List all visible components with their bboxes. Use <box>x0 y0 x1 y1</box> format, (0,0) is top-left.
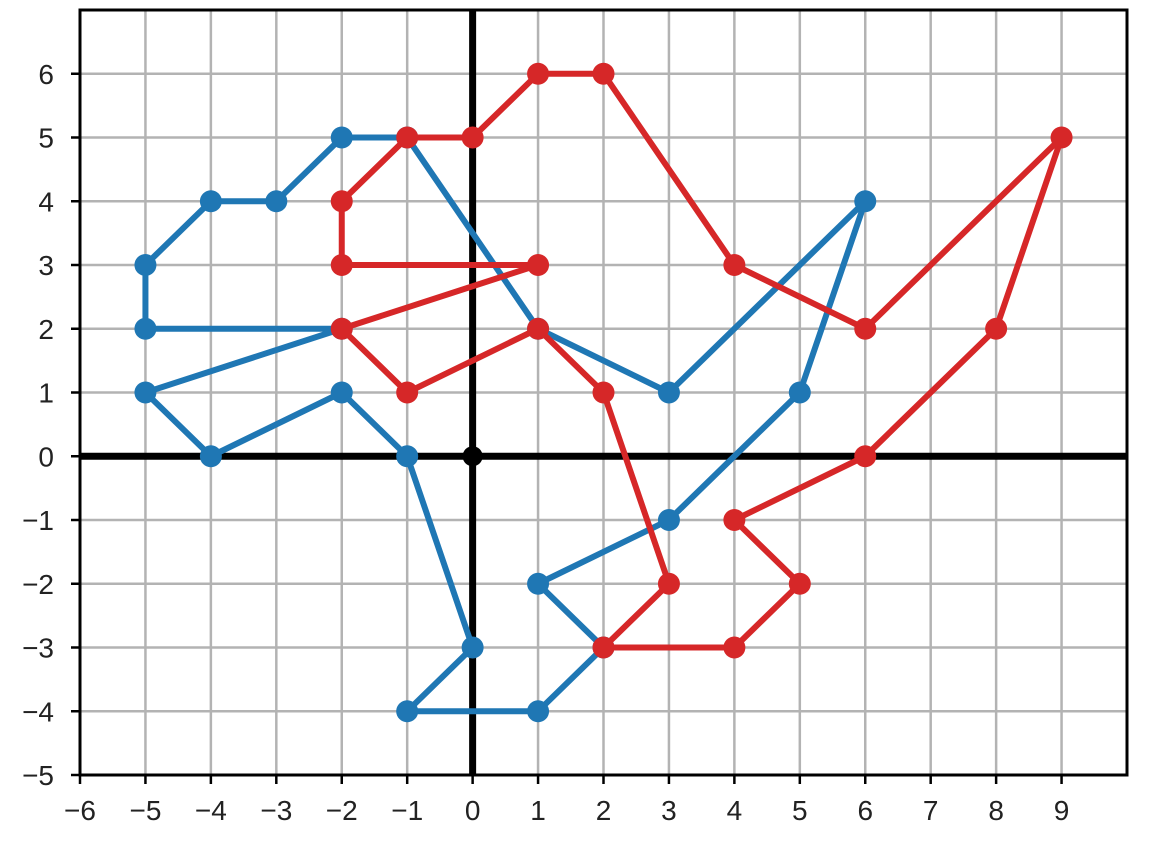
tick-labels: −6 −5 −4 −3 −2 −1 0 1 2 3 4 5 6 7 8 9 −5 −4 −3 −2 −1 0 1 2 3 4 5 6 <box>22 59 1069 826</box>
series-line <box>142 134 869 715</box>
x-tick-label: 5 <box>792 795 808 826</box>
data-point <box>461 636 484 659</box>
x-tick-label: 4 <box>727 795 743 826</box>
data-point <box>134 317 157 340</box>
data-point <box>396 445 419 468</box>
data-point <box>265 190 288 213</box>
data-point <box>723 509 746 531</box>
data-point <box>657 572 680 595</box>
y-tick-label: 2 <box>38 314 54 345</box>
x-tick-label: −2 <box>326 795 358 826</box>
data-point <box>592 636 615 659</box>
y-tick-label: −5 <box>22 760 54 791</box>
data-point <box>527 700 550 723</box>
data-point <box>396 126 419 149</box>
data-point <box>330 254 353 276</box>
x-tick-label: 8 <box>988 795 1004 826</box>
data-point <box>1050 126 1073 149</box>
series-1 <box>134 126 877 723</box>
data-point <box>788 381 811 404</box>
x-tick-label: −3 <box>260 795 292 826</box>
y-tick-label: 5 <box>38 123 54 154</box>
x-tick-label: 1 <box>530 795 546 826</box>
x-tick-label: −4 <box>195 795 227 826</box>
x-tick-label: −6 <box>64 795 96 826</box>
x-tick-label: 3 <box>661 795 677 826</box>
data-point <box>723 636 746 659</box>
x-tick-label: −5 <box>129 795 161 826</box>
x-tick-label: 7 <box>923 795 939 826</box>
x-tick-label: 0 <box>465 795 481 826</box>
series-line <box>338 70 1065 651</box>
data-point <box>330 190 353 213</box>
data-point <box>134 381 157 404</box>
y-tick-label: −1 <box>22 505 54 536</box>
origin-marker <box>462 446 483 467</box>
y-tick-label: 1 <box>38 378 54 409</box>
data-point <box>330 381 353 404</box>
data-point <box>592 381 615 404</box>
y-tick-label: 6 <box>38 59 54 90</box>
data-point <box>985 317 1008 340</box>
data-point <box>396 700 419 723</box>
data-point <box>134 254 157 276</box>
series-2 <box>330 62 1073 659</box>
y-tick-label: −3 <box>22 633 54 664</box>
data-point <box>788 572 811 595</box>
data-point <box>527 317 550 340</box>
data-point <box>527 572 550 595</box>
data-point <box>854 445 877 468</box>
x-tick-label: 9 <box>1054 795 1070 826</box>
data-point <box>461 126 484 149</box>
data-point <box>854 190 877 213</box>
data-point <box>592 62 615 85</box>
data-point <box>527 254 550 276</box>
data-point <box>723 254 746 276</box>
data-point <box>854 317 877 340</box>
y-tick-label: −4 <box>22 696 54 727</box>
data-point <box>330 126 353 149</box>
y-tick-label: 4 <box>38 186 54 217</box>
data-point <box>199 190 222 213</box>
x-tick-label: 2 <box>596 795 612 826</box>
x-tick-label: 6 <box>857 795 873 826</box>
data-point <box>330 317 353 340</box>
data-point <box>396 381 419 404</box>
y-tick-label: 0 <box>38 441 54 472</box>
y-tick-label: −2 <box>22 569 54 600</box>
grid <box>80 10 1127 775</box>
y-tick-label: 3 <box>38 250 54 281</box>
data-point <box>199 445 222 468</box>
x-tick-label: −1 <box>391 795 423 826</box>
series-layer <box>134 62 1073 723</box>
data-point <box>657 381 680 404</box>
data-point <box>527 62 550 85</box>
data-point <box>657 509 680 531</box>
